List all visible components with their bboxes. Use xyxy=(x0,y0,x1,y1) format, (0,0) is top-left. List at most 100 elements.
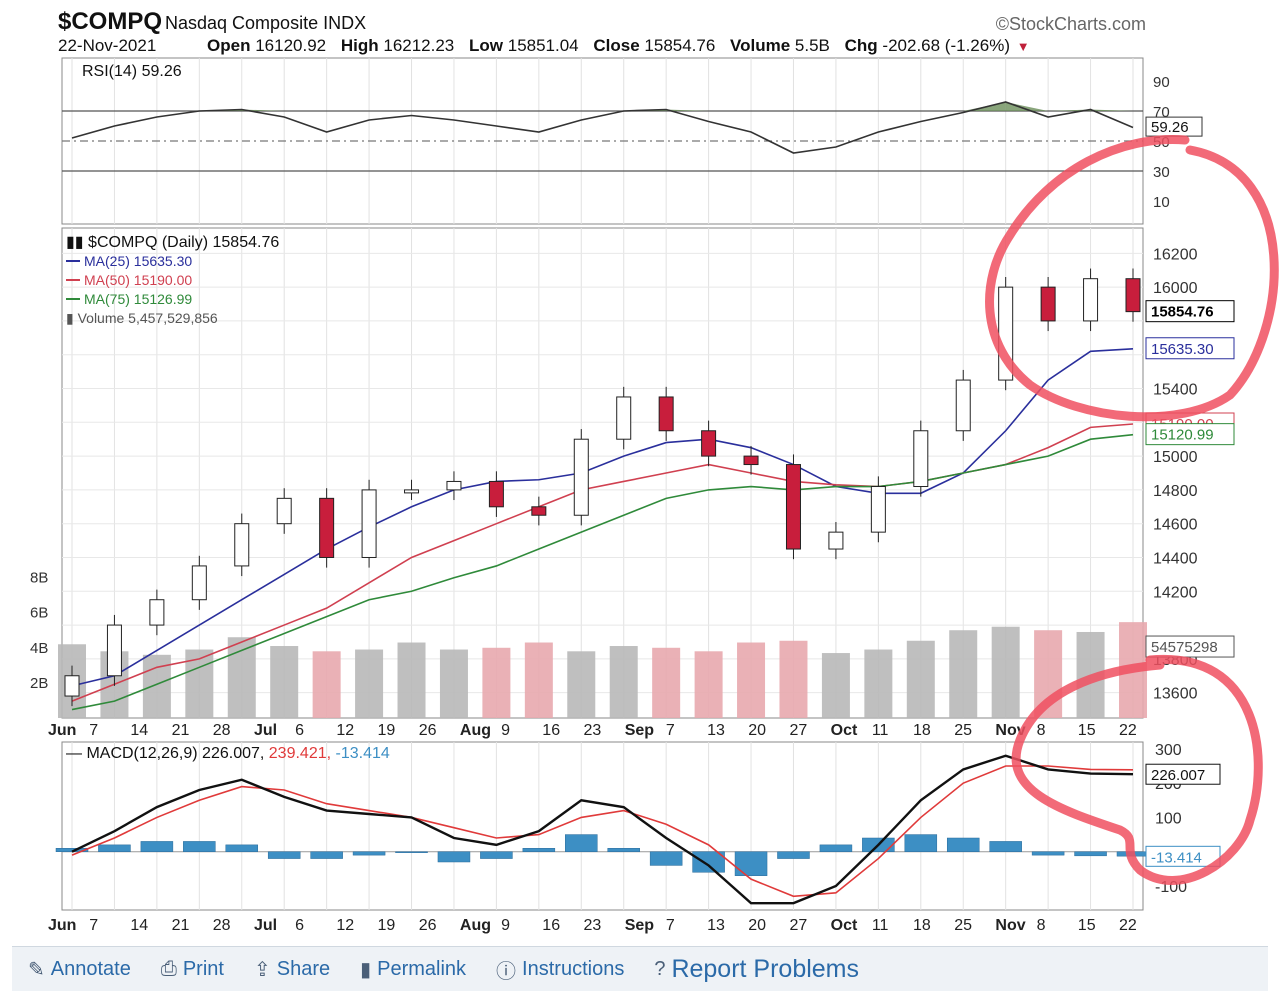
candle-body xyxy=(191,565,207,601)
volume-value: 5.5B xyxy=(794,36,830,55)
rsi-line xyxy=(71,101,1134,154)
macd-hist-bar xyxy=(352,851,386,856)
macd-hist-bar xyxy=(777,851,810,859)
price-legend-item: MA(25) 15635.30 xyxy=(84,253,192,269)
macd-hist-bar xyxy=(607,848,640,852)
macd-hist-bar xyxy=(1074,851,1107,857)
volume-bar xyxy=(991,626,1020,718)
price-tick-label: 14400 xyxy=(1153,550,1198,567)
candle-body xyxy=(1083,278,1099,322)
x-tick-label-bottom: Sep xyxy=(625,917,655,934)
chart-toolbar: ✎ Annotate ⎙ Print ⇪ Share ▮ Permalink ⓘ Inst… xyxy=(12,946,1268,991)
candle-body xyxy=(149,599,165,626)
chg-label: Chg xyxy=(844,36,878,55)
candle-body xyxy=(955,379,971,432)
volume-tick-label: 2B xyxy=(30,675,48,692)
macd-hist-bar xyxy=(522,848,556,852)
macd-hist-bar xyxy=(98,844,131,852)
x-tick-label: 27 xyxy=(789,722,807,739)
candle-body xyxy=(361,489,377,558)
volume-bar xyxy=(185,649,214,718)
instructions-button[interactable]: ⓘ Instructions xyxy=(496,955,624,984)
volume-bar xyxy=(482,647,511,718)
volume-bar xyxy=(312,651,341,718)
permalink-button[interactable]: ▮ Permalink xyxy=(360,957,466,982)
x-tick-label: 21 xyxy=(172,722,190,739)
quote-bar: 22-Nov-2021 Open 16120.92 High 16212.23 … xyxy=(58,36,1040,56)
annotation-circle-bottom xyxy=(1011,654,1263,885)
price-legend-item: ▮ Volume 5,457,529,856 xyxy=(66,310,218,326)
chg-down-icon: ▼ xyxy=(1016,39,1030,54)
volume-bar xyxy=(694,651,723,718)
printer-icon: ⎙ xyxy=(160,957,177,980)
x-tick-label: 7 xyxy=(89,722,98,739)
candle-body xyxy=(531,506,547,516)
permalink-label: Permalink xyxy=(377,957,467,980)
annotate-button[interactable]: ✎ Annotate xyxy=(28,957,131,982)
x-tick-label-bottom: 16 xyxy=(542,917,560,934)
close-value: 15854.76 xyxy=(644,36,716,55)
x-tick-label-bottom: 14 xyxy=(130,917,148,934)
x-tick-label-bottom: 26 xyxy=(419,917,437,934)
x-tick-label: 18 xyxy=(913,722,931,739)
x-tick-label-bottom: 8 xyxy=(1037,917,1046,934)
bookmark-icon: ▮ xyxy=(360,958,372,981)
x-tick-label: Jul xyxy=(254,722,277,739)
price-tick-label: 14200 xyxy=(1153,584,1198,601)
volume-bar xyxy=(652,647,681,718)
macd-hist-bar xyxy=(734,851,768,876)
x-tick-label: 26 xyxy=(419,722,437,739)
volume-bar xyxy=(821,653,850,718)
x-tick-label-bottom: 9 xyxy=(501,917,510,934)
x-tick-label-bottom: 27 xyxy=(789,917,807,934)
price-tick-label: 14800 xyxy=(1153,483,1198,500)
macd-hist-tag xyxy=(1145,845,1221,867)
macd-tick-label: 100 xyxy=(1155,810,1182,827)
low-label: Low xyxy=(469,36,503,55)
x-tick-label: Oct xyxy=(831,722,858,739)
x-tick-label: Sep xyxy=(625,722,655,739)
x-tick-label-bottom: 19 xyxy=(378,917,396,934)
share-button[interactable]: ⇪ Share xyxy=(254,957,330,982)
annotation-circle-top xyxy=(985,135,1279,422)
x-tick-label: 9 xyxy=(501,722,510,739)
volume-bar xyxy=(567,651,596,718)
candle-body xyxy=(106,624,122,677)
macd-value-label: 226.007 xyxy=(1151,767,1205,784)
x-tick-label: 12 xyxy=(336,722,354,739)
price-tick-label: 16200 xyxy=(1153,246,1198,263)
volume-bar xyxy=(864,649,893,718)
print-button[interactable]: ⎙ Print xyxy=(161,958,224,981)
candle-body xyxy=(701,430,717,457)
x-tick-label-bottom: 11 xyxy=(872,917,889,934)
candle-body xyxy=(828,531,844,550)
x-tick-label-bottom: 23 xyxy=(584,917,602,934)
candle-body xyxy=(64,675,80,697)
candle-body xyxy=(870,486,886,533)
x-tick-label-bottom: Jul xyxy=(254,917,277,934)
volume-bar xyxy=(737,642,766,718)
candle-body xyxy=(743,455,759,466)
price-tag xyxy=(1145,337,1235,360)
close-label: Close xyxy=(593,36,640,55)
macd-hist-bar xyxy=(310,851,343,859)
volume-bar xyxy=(949,630,978,718)
chg-value: -202.68 (-1.26%) xyxy=(882,36,1010,55)
candle-body xyxy=(319,497,335,558)
share-icon: ⇪ xyxy=(253,958,271,981)
quote-date: 22-Nov-2021 xyxy=(58,36,157,55)
macd-hist-bar xyxy=(819,844,853,852)
brand-logo[interactable]: ©StockCharts.com xyxy=(995,14,1146,34)
macd-hist-bar xyxy=(140,841,174,852)
candle-body xyxy=(913,430,929,488)
high-value: 16212.23 xyxy=(383,36,455,55)
x-tick-label: 13 xyxy=(707,722,725,739)
price-tag-label: 15854.76 xyxy=(1151,304,1214,321)
macd-value-tag xyxy=(1145,763,1221,785)
report-label: Report Problems xyxy=(671,954,860,983)
price-tick-label: 14600 xyxy=(1153,517,1198,534)
report-problems-button[interactable]: ? Report Problems xyxy=(654,955,859,984)
rsi-legend: RSI(14) 59.26 xyxy=(82,63,182,80)
x-tick-label: 25 xyxy=(954,722,972,739)
